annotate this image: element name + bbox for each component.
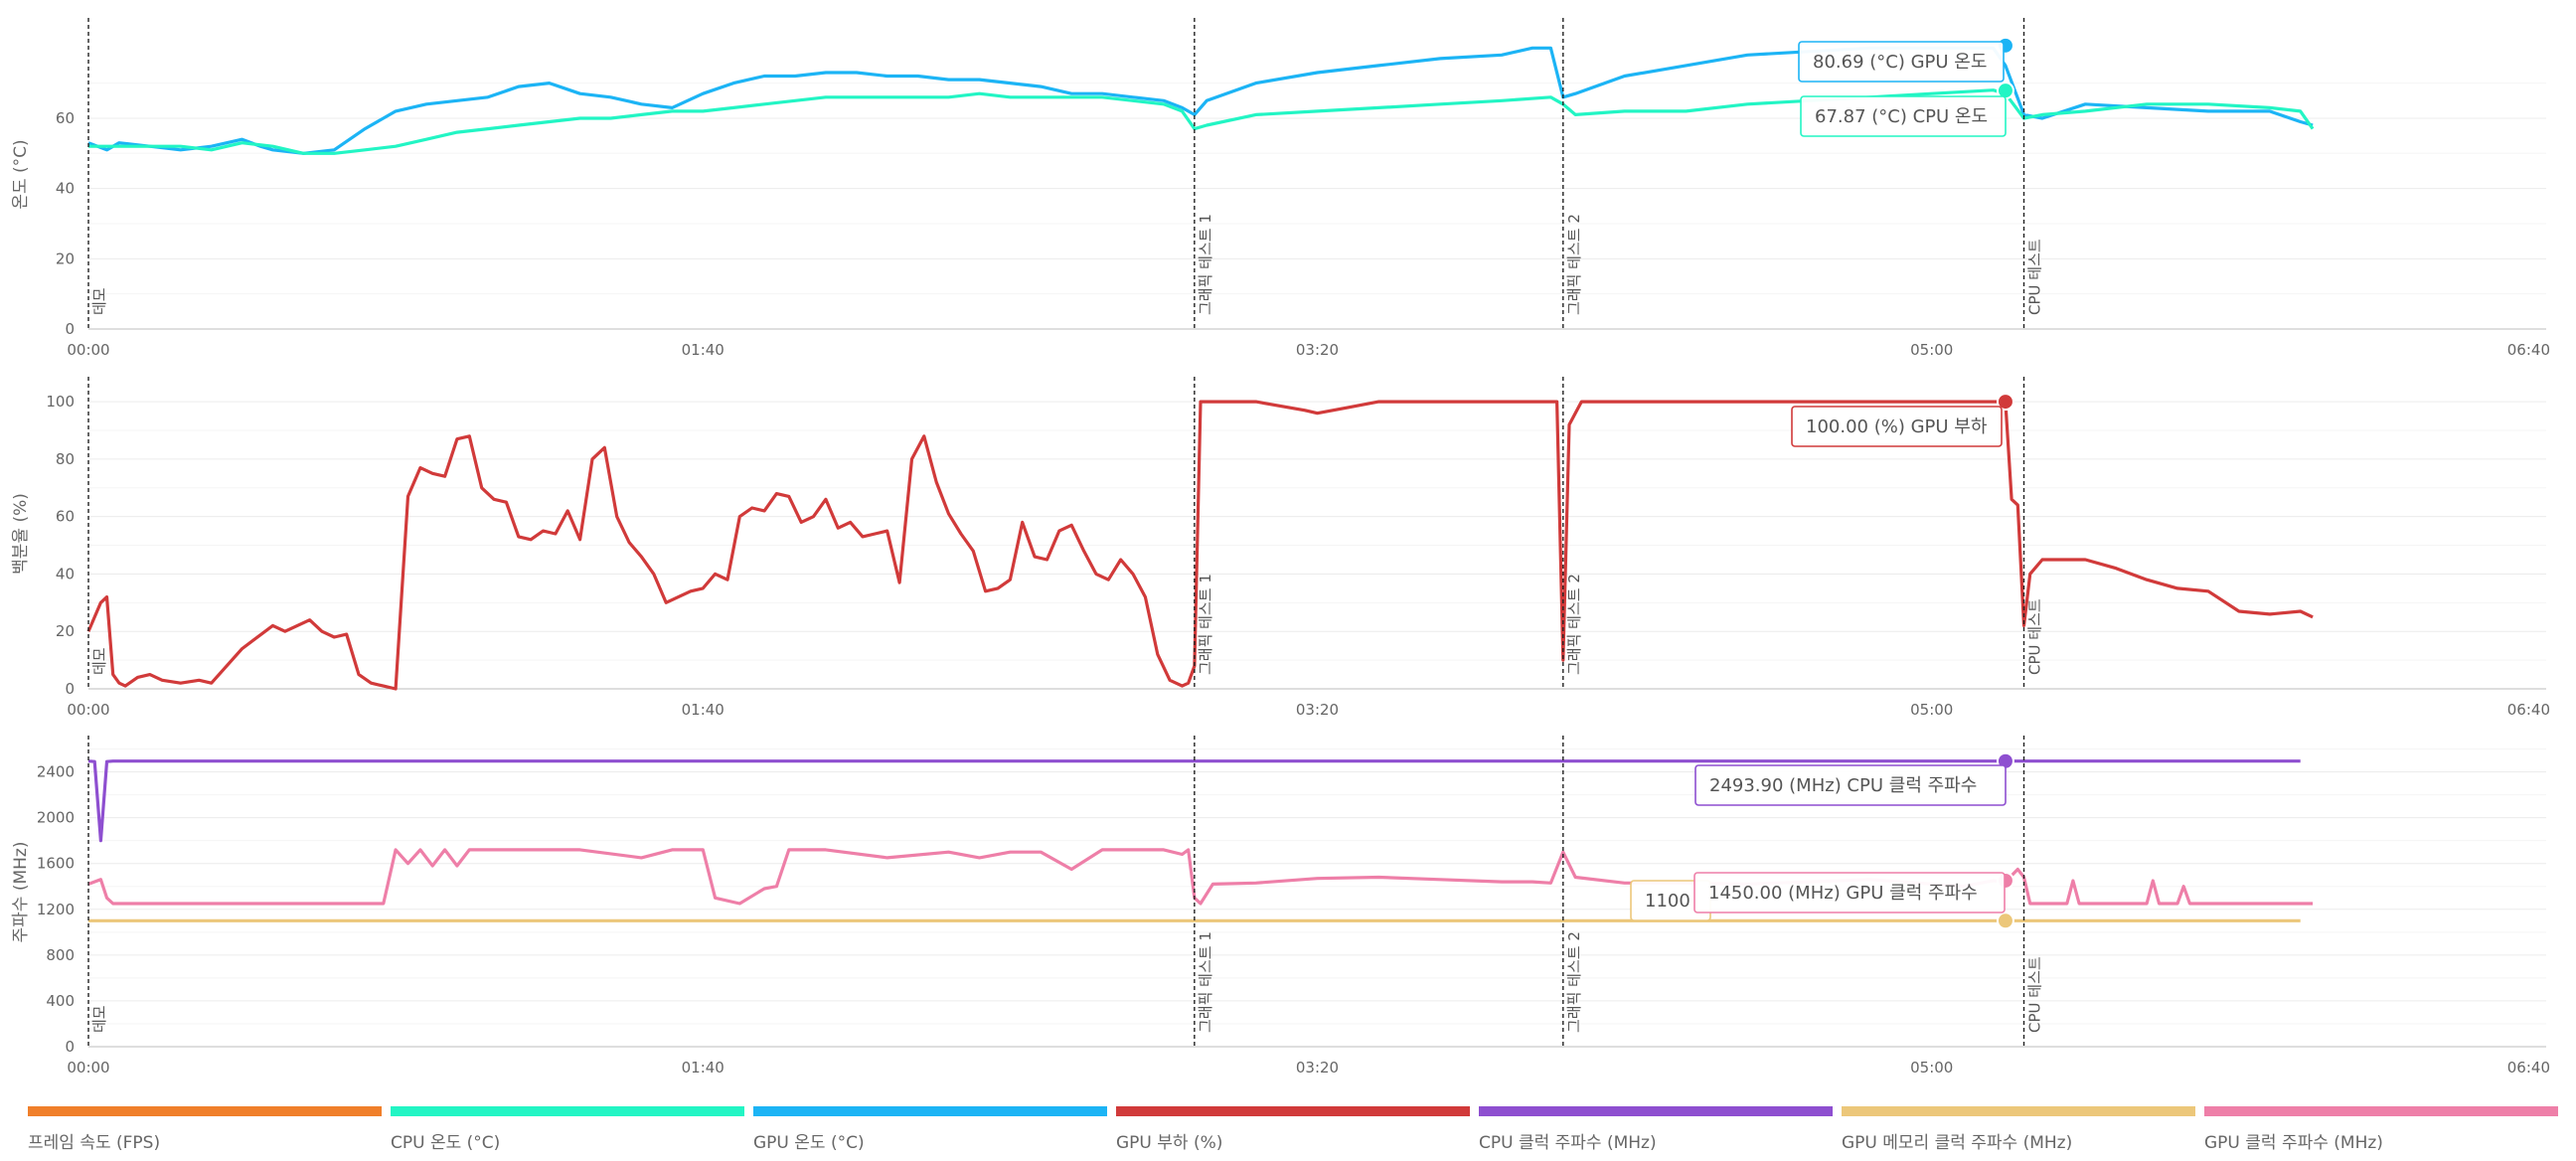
- y-tick-label: 400: [46, 992, 75, 1010]
- event-marker-label: 그래픽 테스트 2: [1565, 931, 1583, 1033]
- event-marker-label: CPU 테스트: [2025, 956, 2043, 1033]
- y-tick-label: 2000: [37, 809, 75, 827]
- x-tick-label: 05:00: [1910, 1059, 1953, 1077]
- x-tick-label: 00:00: [67, 1059, 109, 1077]
- legend-item[interactable]: 프레임 속도 (FPS): [28, 1106, 382, 1156]
- event-marker-label: 그래픽 테스트 1: [1197, 214, 1214, 315]
- gpu-mem-clock-hover-dot: [1996, 912, 2014, 930]
- legend-label: CPU 클럭 주파수 (MHz): [1479, 1133, 1657, 1153]
- legend-swatch: [391, 1106, 744, 1116]
- x-tick-label: 01:40: [682, 341, 724, 359]
- cpu-temp-tooltip: 67.87 (°C) CPU 온도: [1815, 106, 1988, 127]
- event-marker-label: CPU 테스트: [2025, 598, 2043, 675]
- legend-swatch: [753, 1106, 1107, 1116]
- x-tick-label: 00:00: [67, 701, 109, 719]
- y-tick-label: 0: [65, 1038, 75, 1056]
- y-tick-label: 0: [65, 320, 75, 338]
- legend-swatch: [28, 1106, 382, 1116]
- gpu-temp-tooltip-box: [1798, 41, 2005, 83]
- y-tick-label: 20: [56, 622, 75, 640]
- y-axis-label: 온도 (°C): [11, 139, 31, 209]
- y-axis-label: 주파수 (MHz): [11, 842, 31, 943]
- series-line-1-0: [86, 400, 2314, 691]
- y-tick-label: 1600: [37, 855, 75, 873]
- legend-swatch: [1842, 1106, 2195, 1116]
- cpu-temp-tooltip-box: [1800, 95, 2007, 137]
- gpu-temp-tooltip: 80.69 (°C) GPU 온도: [1813, 52, 1987, 73]
- gpu-clock-tooltip: 1450.00 (MHz) GPU 클럭 주파수: [1708, 883, 1978, 904]
- legend-item[interactable]: GPU 온도 (°C): [753, 1106, 1107, 1156]
- x-tick-label: 06:40: [2507, 341, 2550, 359]
- x-tick-label: 01:40: [682, 1059, 724, 1077]
- legend-item[interactable]: CPU 클럭 주파수 (MHz): [1479, 1106, 1833, 1156]
- gpu-mem-clock-tooltip: 1100: [1645, 891, 1690, 912]
- x-tick-label: 03:20: [1296, 701, 1339, 719]
- event-marker-label: 그래픽 테스트 2: [1565, 214, 1583, 315]
- legend-label: GPU 메모리 클럭 주파수 (MHz): [1842, 1133, 2073, 1153]
- series-line-2-0: [87, 759, 2301, 843]
- event-marker-label: 데모: [90, 647, 108, 675]
- cpu-clock-tooltip-box: [1694, 764, 2007, 806]
- event-marker-label: CPU 테스트: [2025, 239, 2043, 315]
- gpu-load-tooltip: 100.00 (%) GPU 부하: [1806, 416, 1988, 437]
- gpu-load-hover-dot: [1996, 393, 2014, 412]
- legend-item[interactable]: GPU 클럭 주파수 (MHz): [2204, 1106, 2558, 1156]
- cpu-clock-tooltip: 2493.90 (MHz) CPU 클럭 주파수: [1709, 775, 1977, 796]
- chart-legend: 프레임 속도 (FPS) CPU 온도 (°C) GPU 온도 (°C) GPU 부하…: [28, 1106, 2572, 1156]
- legend-label: GPU 클럭 주파수 (MHz): [2204, 1133, 2383, 1153]
- event-marker-label: 그래픽 테스트 1: [1197, 574, 1214, 675]
- x-tick-label: 06:40: [2507, 1059, 2550, 1077]
- legend-label: CPU 온도 (°C): [391, 1133, 501, 1153]
- telemetry-chart: 0 20 40 60 00:00 01:40 03:20 05:00 06:40 온도 (°C) 데…: [11, 18, 2550, 1077]
- y-tick-label: 1200: [37, 901, 75, 918]
- x-tick-label: 05:00: [1910, 341, 1953, 359]
- y-axis-label: 백분율 (%): [11, 493, 31, 575]
- y-tick-label: 80: [56, 450, 75, 468]
- legend-label: GPU 온도 (°C): [753, 1133, 865, 1153]
- y-tick-label: 800: [46, 946, 75, 964]
- gpu-load-tooltip-box: [1791, 406, 2003, 447]
- x-tick-label: 00:00: [67, 341, 109, 359]
- legend-label: GPU 부하 (%): [1116, 1133, 1223, 1153]
- x-tick-label: 06:40: [2507, 701, 2550, 719]
- legend-swatch: [1479, 1106, 1833, 1116]
- event-marker-label: 그래픽 테스트 2: [1565, 574, 1583, 675]
- y-tick-label: 60: [56, 508, 75, 526]
- y-tick-label: 20: [56, 249, 75, 267]
- series-line-0-1: [88, 88, 2315, 155]
- event-marker-label: 데모: [90, 287, 108, 315]
- y-tick-label: 60: [56, 109, 75, 127]
- y-tick-label: 0: [65, 680, 75, 698]
- gpu-clock-tooltip-box: [1693, 872, 2006, 913]
- x-tick-label: 03:20: [1296, 341, 1339, 359]
- event-marker-label: 데모: [90, 1005, 108, 1033]
- x-tick-label: 05:00: [1910, 701, 1953, 719]
- y-tick-label: 100: [46, 393, 75, 411]
- event-marker-label: 그래픽 테스트 1: [1197, 931, 1214, 1033]
- legend-item[interactable]: CPU 온도 (°C): [391, 1106, 744, 1156]
- x-tick-label: 01:40: [682, 701, 724, 719]
- y-tick-label: 40: [56, 565, 75, 582]
- y-tick-label: 40: [56, 180, 75, 198]
- y-tick-label: 2400: [37, 763, 75, 781]
- series-line-2-2: [87, 848, 2314, 906]
- legend-label: 프레임 속도 (FPS): [28, 1133, 161, 1153]
- legend-swatch: [2204, 1106, 2558, 1116]
- legend-item[interactable]: GPU 메모리 클럭 주파수 (MHz): [1842, 1106, 2195, 1156]
- legend-swatch: [1116, 1106, 1470, 1116]
- x-tick-label: 03:20: [1296, 1059, 1339, 1077]
- legend-item[interactable]: GPU 부하 (%): [1116, 1106, 1470, 1156]
